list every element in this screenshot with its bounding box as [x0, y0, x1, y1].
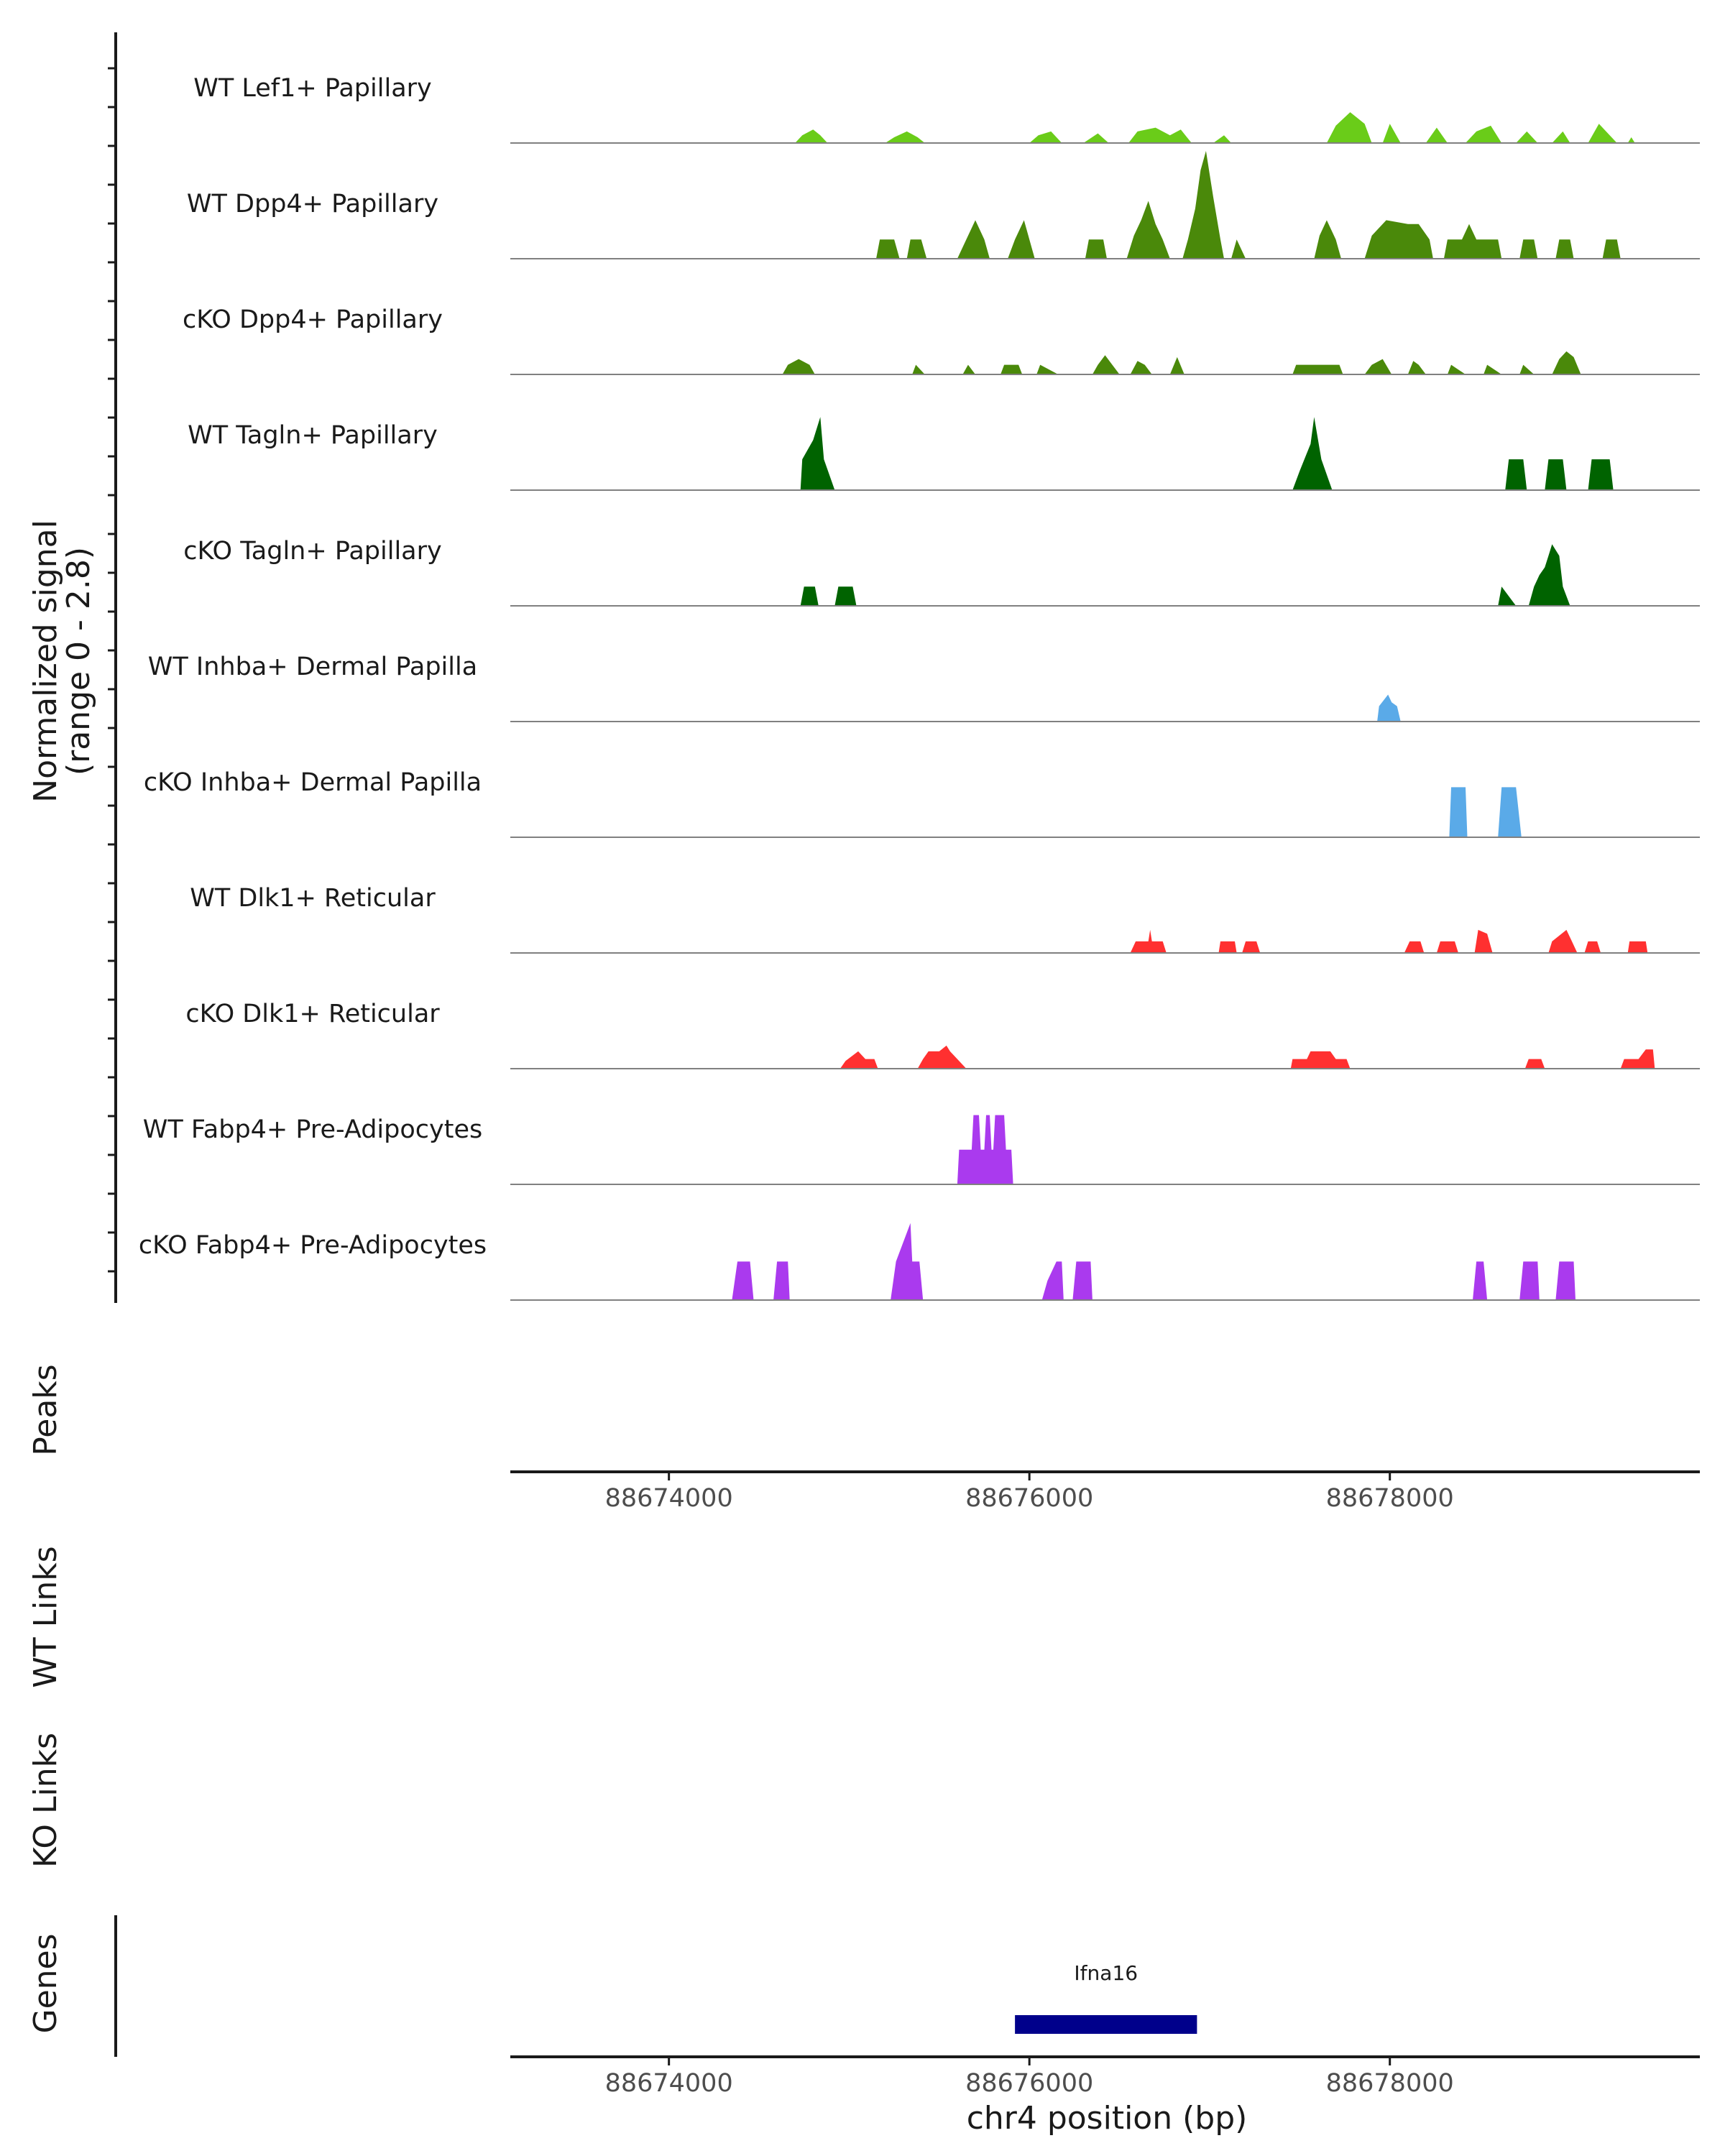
x-tick-label: 88674000: [605, 2069, 733, 2098]
genes-track-label: Genes: [27, 1933, 64, 2033]
coverage-track: cKO Dlk1+ Reticular: [185, 1000, 1700, 1069]
x-tick-label: 88676000: [965, 2069, 1093, 2098]
coverage-area: [795, 112, 1635, 143]
coverage-area: [782, 351, 1588, 374]
coverage-track: WT Lef1+ Papillary: [193, 74, 1700, 144]
coverage-area: [840, 1045, 1660, 1069]
coverage-area: [732, 1222, 1588, 1300]
track-label: cKO Tagln+ Papillary: [183, 537, 442, 566]
coverage-track: WT Dlk1+ Reticular: [190, 884, 1700, 954]
x-tick-label: 88674000: [605, 1484, 733, 1513]
track-label: WT Lef1+ Papillary: [193, 74, 432, 103]
coverage-area: [800, 417, 1624, 490]
x-axis-title: chr4 position (bp): [967, 2100, 1248, 2137]
gene-name-label: Ifna16: [1074, 1961, 1138, 1985]
coverage-track: WT Inhba+ Dermal Papilla: [148, 653, 1700, 722]
peaks-track-label: Peaks: [27, 1364, 64, 1455]
coverage-track: cKO Dpp4+ Papillary: [183, 305, 1700, 375]
coverage-track: WT Tagln+ Papillary: [188, 417, 1700, 491]
coverage-area: [1449, 787, 1535, 837]
wt-links-track-label: WT Links: [27, 1546, 64, 1687]
coverage-track: cKO Tagln+ Papillary: [183, 537, 1700, 607]
y-axis-title-line: (range 0 - 2.8): [60, 547, 97, 775]
coverage-area: [957, 1115, 1030, 1184]
track-side-labels: Peaks WT Links KO Links Genes: [27, 1364, 64, 2033]
track-label: WT Dlk1+ Reticular: [190, 884, 436, 913]
track-label: WT Inhba+ Dermal Papilla: [148, 653, 477, 681]
x-tick-label: 88676000: [965, 1484, 1093, 1513]
x-tick-label: 88678000: [1326, 1484, 1454, 1513]
y-axis-title-text: Normalized signal(range 0 - 2.8): [27, 520, 97, 803]
y-axis-title-line: Normalized signal: [27, 520, 64, 803]
coverage-track: cKO Inhba+ Dermal Papilla: [144, 768, 1700, 838]
coverage-area: [876, 151, 1624, 259]
y-axis: [108, 32, 117, 1303]
gene-track: Ifna16: [114, 1915, 1197, 2057]
track-label: cKO Dpp4+ Papillary: [183, 305, 443, 334]
coverage-track: WT Fabp4+ Pre-Adipocytes: [143, 1115, 1700, 1185]
coverage-area: [800, 544, 1588, 606]
x-axis-genes: 88674000 88676000 88678000: [510, 2055, 1700, 2098]
track-label: cKO Dlk1+ Reticular: [185, 1000, 440, 1028]
ko-links-track-label: KO Links: [27, 1733, 64, 1868]
coverage-area: [1377, 694, 1408, 722]
track-label: WT Dpp4+ Papillary: [187, 190, 438, 218]
coverage-track: cKO Fabp4+ Pre-Adipocytes: [139, 1222, 1700, 1301]
track-label: WT Fabp4+ Pre-Adipocytes: [143, 1115, 482, 1144]
gene-body: [1015, 2015, 1197, 2034]
track-label: WT Tagln+ Papillary: [188, 421, 438, 450]
x-tick-label: 88678000: [1326, 2069, 1454, 2098]
coverage-area: [1130, 929, 1660, 953]
track-label: cKO Fabp4+ Pre-Adipocytes: [139, 1231, 487, 1260]
track-label: cKO Inhba+ Dermal Papilla: [144, 768, 482, 797]
coverage-tracks: WT Lef1+ Papillary WT Dpp4+ Papillary cKO …: [139, 74, 1700, 1301]
x-axis-peaks: 88674000 88676000 88678000: [510, 1470, 1700, 1513]
coverage-track: WT Dpp4+ Papillary: [187, 151, 1700, 259]
y-axis-title: Normalized signal(range 0 - 2.8): [27, 520, 97, 803]
